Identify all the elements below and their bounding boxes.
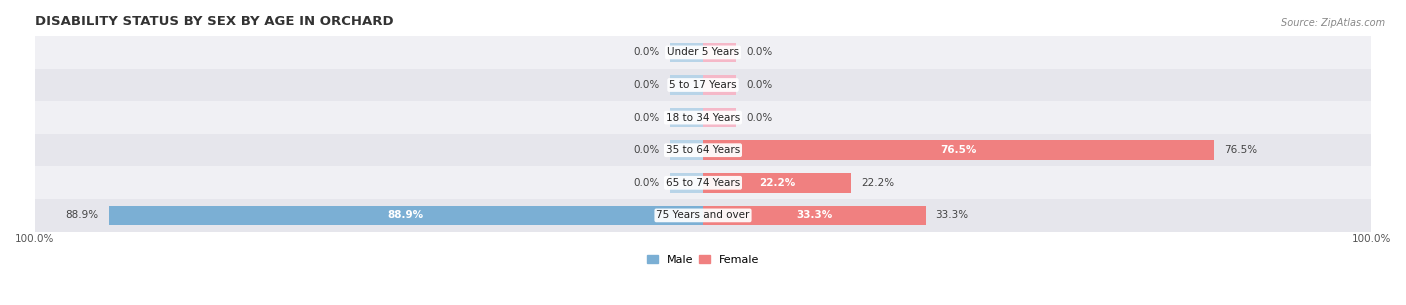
Text: 76.5%: 76.5% <box>1225 145 1257 155</box>
Text: DISABILITY STATUS BY SEX BY AGE IN ORCHARD: DISABILITY STATUS BY SEX BY AGE IN ORCHA… <box>35 15 394 28</box>
Text: 33.3%: 33.3% <box>935 210 969 221</box>
Bar <box>669 108 703 127</box>
Bar <box>703 140 1215 160</box>
Legend: Male, Female: Male, Female <box>643 250 763 269</box>
Text: 0.0%: 0.0% <box>633 145 659 155</box>
Text: 0.0%: 0.0% <box>633 178 659 188</box>
Text: 65 to 74 Years: 65 to 74 Years <box>666 178 740 188</box>
Text: 75 Years and over: 75 Years and over <box>657 210 749 221</box>
Text: 22.2%: 22.2% <box>759 178 796 188</box>
Text: Under 5 Years: Under 5 Years <box>666 47 740 57</box>
Text: Source: ZipAtlas.com: Source: ZipAtlas.com <box>1281 18 1385 28</box>
Bar <box>703 108 737 127</box>
Bar <box>35 36 1371 69</box>
Text: 88.9%: 88.9% <box>66 210 98 221</box>
Text: 0.0%: 0.0% <box>747 47 773 57</box>
Bar <box>669 43 703 62</box>
Text: 76.5%: 76.5% <box>941 145 977 155</box>
Text: 5 to 17 Years: 5 to 17 Years <box>669 80 737 90</box>
Bar <box>35 167 1371 199</box>
Bar <box>669 140 703 160</box>
Bar <box>703 43 737 62</box>
Text: 0.0%: 0.0% <box>747 113 773 123</box>
Text: 0.0%: 0.0% <box>747 80 773 90</box>
Bar <box>669 75 703 95</box>
Text: 18 to 34 Years: 18 to 34 Years <box>666 113 740 123</box>
Bar <box>703 173 852 192</box>
Text: 33.3%: 33.3% <box>796 210 832 221</box>
Bar <box>669 173 703 192</box>
Bar <box>703 206 925 225</box>
Bar <box>35 134 1371 167</box>
Bar <box>35 199 1371 232</box>
Text: 0.0%: 0.0% <box>633 113 659 123</box>
Text: 35 to 64 Years: 35 to 64 Years <box>666 145 740 155</box>
Bar <box>108 206 703 225</box>
Text: 22.2%: 22.2% <box>862 178 894 188</box>
Bar <box>35 69 1371 101</box>
Text: 0.0%: 0.0% <box>633 80 659 90</box>
Bar <box>703 75 737 95</box>
Text: 88.9%: 88.9% <box>388 210 425 221</box>
Text: 0.0%: 0.0% <box>633 47 659 57</box>
Bar <box>35 101 1371 134</box>
